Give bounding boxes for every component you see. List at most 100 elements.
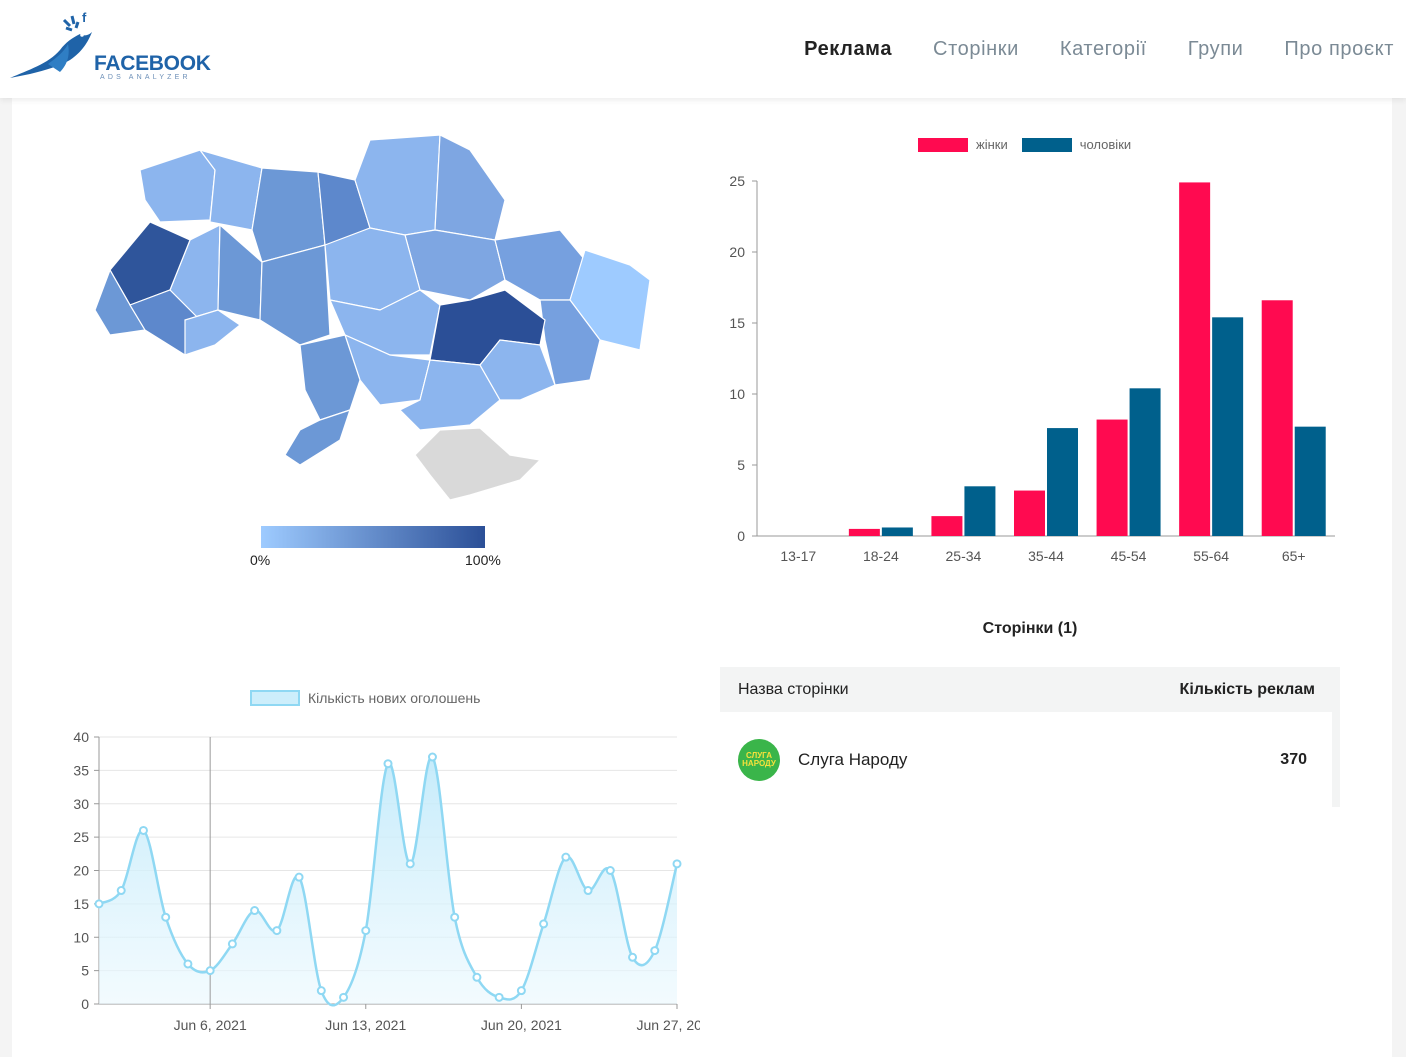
data-point[interactable] — [427, 752, 437, 762]
nav-item-ads[interactable]: Реклама — [804, 38, 893, 60]
data-point[interactable] — [138, 825, 148, 835]
data-point[interactable] — [605, 866, 615, 875]
page-avatar: СЛУГА НАРОДУ — [738, 738, 780, 781]
data-point[interactable] — [316, 986, 326, 996]
data-point[interactable] — [494, 992, 504, 1002]
bar-women[interactable] — [931, 516, 963, 536]
data-point[interactable] — [205, 966, 215, 976]
data-point[interactable] — [272, 926, 282, 936]
y-tick-label: 40 — [73, 729, 89, 745]
bar-women[interactable] — [1096, 419, 1128, 536]
logo[interactable]: f FACEBOOK ADS ANALYZER — [8, 6, 211, 86]
svg-text:f: f — [82, 10, 87, 25]
x-tick-label: 35-44 — [1028, 548, 1064, 564]
data-point[interactable] — [383, 759, 393, 769]
logo-text: FACEBOOK — [94, 52, 211, 75]
ukraine-region-map[interactable] — [80, 128, 660, 508]
table-header: Назва сторінки Кількість реклам — [720, 667, 1340, 712]
map-region — [414, 427, 542, 501]
page-cell: СЛУГА НАРОДУ Слуга Народу — [738, 738, 908, 781]
y-tick-label: 5 — [737, 457, 745, 473]
x-tick-label: 45-54 — [1111, 548, 1147, 564]
data-point[interactable] — [361, 926, 371, 936]
y-tick-label: 20 — [73, 863, 89, 879]
legend-label-new-ads: Кількість нових оголошень — [308, 690, 481, 706]
area-fill — [99, 756, 677, 1006]
bar-women[interactable] — [1261, 300, 1293, 536]
pages-table: Назва сторінки Кількість реклам СЛУГА НА… — [720, 667, 1340, 807]
x-tick-label: 25-34 — [946, 548, 982, 564]
y-tick-label: 5 — [81, 963, 89, 979]
col-header-ads-count: Кількість реклам — [1179, 680, 1315, 698]
nav-item-about[interactable]: Про проєкт — [1284, 38, 1394, 60]
data-point[interactable] — [227, 939, 237, 949]
data-point[interactable] — [161, 912, 171, 922]
data-point[interactable] — [516, 986, 526, 996]
x-tick-label: 13-17 — [780, 548, 816, 564]
y-tick-label: 35 — [73, 762, 89, 778]
legend-label-men: чоловіки — [1079, 137, 1132, 152]
bar-men[interactable] — [1047, 428, 1078, 536]
map-region — [139, 149, 216, 223]
pages-section-title: Сторінки (1) — [982, 620, 1078, 637]
page-name-link[interactable]: Слуга Народу — [798, 749, 908, 769]
map-color-scale — [261, 526, 485, 548]
x-tick-label: Jun 13, 2021 — [325, 1017, 406, 1033]
data-point[interactable] — [650, 946, 660, 956]
bar-men[interactable] — [964, 486, 996, 536]
bar-men[interactable] — [1212, 317, 1244, 536]
x-tick-label: 18-24 — [863, 548, 899, 564]
page-ads-count: 370 — [1280, 750, 1307, 768]
map-region — [198, 148, 263, 231]
legend-swatch-new-ads[interactable] — [250, 690, 300, 706]
map-region — [284, 409, 351, 466]
map-region — [259, 244, 331, 346]
nav-item-categories[interactable]: Категорії — [1059, 38, 1147, 60]
legend-swatch-men[interactable] — [1021, 137, 1072, 152]
data-point[interactable] — [583, 886, 593, 896]
y-tick-label: 25 — [729, 173, 745, 189]
data-point[interactable] — [294, 872, 304, 882]
data-point[interactable] — [450, 912, 460, 922]
y-tick-label: 25 — [73, 829, 89, 845]
bar-men[interactable] — [1294, 426, 1326, 536]
data-point[interactable] — [183, 959, 193, 969]
map-region — [354, 134, 441, 236]
header: f FACEBOOK ADS ANALYZER Реклама Сторінки… — [0, 0, 1406, 98]
scale-max-label: 100% — [465, 552, 501, 568]
table-row[interactable]: СЛУГА НАРОДУ Слуга Народу 370 — [720, 712, 1340, 807]
legend-swatch-women[interactable] — [918, 137, 968, 152]
y-tick-label: 30 — [73, 796, 89, 812]
scale-min-label: 0% — [250, 552, 271, 568]
data-point[interactable] — [539, 919, 549, 929]
data-point[interactable] — [94, 899, 104, 909]
y-tick-label: 0 — [81, 996, 89, 1012]
logo-subtitle: ADS ANALYZER — [100, 74, 191, 81]
y-tick-label: 0 — [737, 528, 745, 544]
nav-item-pages[interactable]: Сторінки — [933, 38, 1019, 60]
map-region — [494, 229, 586, 301]
y-tick-label: 10 — [73, 929, 89, 945]
data-point[interactable] — [672, 859, 682, 869]
x-tick-label: Jun 6, 2021 — [174, 1017, 247, 1033]
map-region — [184, 309, 242, 356]
data-point[interactable] — [405, 859, 415, 869]
nav-item-groups[interactable]: Групи — [1187, 38, 1244, 60]
x-tick-label: Jun 20, 2021 — [481, 1017, 562, 1033]
x-tick-label: 65+ — [1282, 548, 1306, 564]
bar-women[interactable] — [1179, 182, 1211, 537]
bar-women[interactable] — [848, 528, 880, 536]
main-nav: Реклама Сторінки Категорії Групи Про про… — [763, 38, 1394, 61]
age-gender-bar-chart[interactable]: 0 5 10 15 20 25 13-17 18-24 25-34 35-44 45-54 55-64… — [700, 160, 1340, 580]
bar-men[interactable] — [1129, 388, 1161, 536]
new-ads-line-chart[interactable]: 0 5 10 15 20 25 30 35 40 Jun 6, 2021 Jun 13, 2021 J… — [40, 722, 700, 1052]
bar-women[interactable] — [1014, 490, 1045, 536]
y-tick-label: 15 — [73, 896, 89, 912]
bar-men[interactable] — [881, 527, 913, 536]
data-point[interactable] — [628, 952, 638, 962]
data-point[interactable] — [561, 852, 571, 862]
data-point[interactable] — [250, 906, 260, 916]
data-point[interactable] — [116, 886, 126, 896]
data-point[interactable] — [339, 992, 349, 1002]
data-point[interactable] — [472, 972, 482, 982]
